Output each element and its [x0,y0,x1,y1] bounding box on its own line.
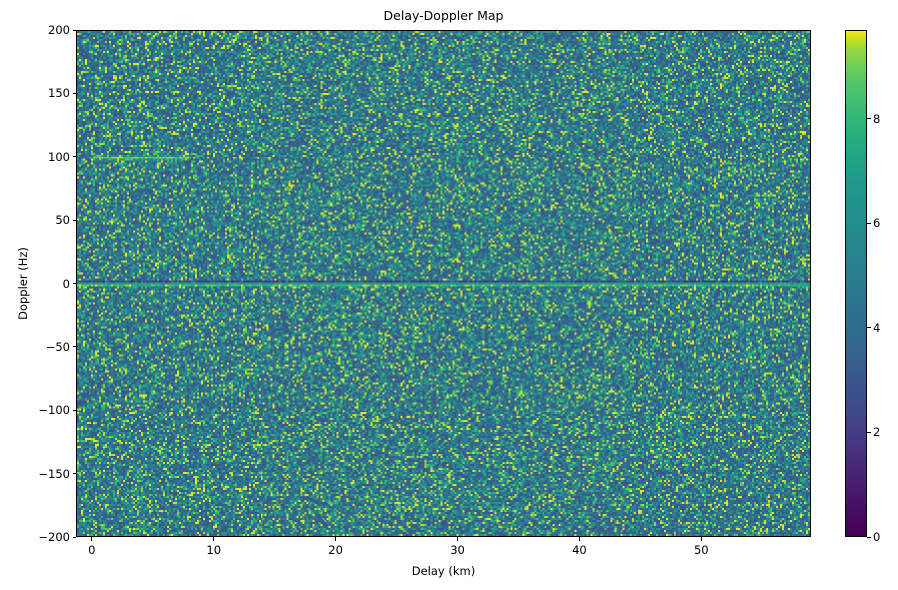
y-tick-label: −50 [45,339,70,354]
x-tick-label: 30 [450,543,465,557]
y-tick-mark [72,346,76,348]
y-tick-label: 0 [62,276,70,291]
x-tick-mark [213,537,215,541]
y-tick-label: −100 [38,403,70,418]
y-tick-label: −200 [38,530,70,544]
y-tick-mark [72,536,76,538]
colorbar-tick-mark [867,222,871,224]
y-tick-mark [72,219,76,221]
x-tick-label: 40 [572,543,587,557]
y-tick-mark [72,409,76,411]
x-tick-mark [578,537,580,541]
y-tick-mark [72,283,76,284]
heatmap-image [77,31,810,536]
x-axis-label: Delay (km) [411,564,476,578]
x-tick-label: 50 [693,543,709,557]
x-tick-mark [457,537,459,541]
x-tick-mark [91,537,93,541]
x-tick-mark [335,537,337,541]
delay-doppler-heatmap-axes [76,30,811,537]
x-tick-label: 10 [206,543,222,557]
y-tick-label: 50 [55,213,70,228]
y-tick-mark [72,29,76,31]
colorbar-tick-mark [867,431,871,433]
x-tick-label: 20 [328,543,343,557]
y-axis-label: Doppler (Hz) [16,247,30,320]
x-tick-label: 0 [88,543,96,557]
y-tick-mark [72,473,76,475]
colorbar-tick-mark [867,536,871,538]
y-tick-label: 100 [48,149,70,164]
page-title: Delay-Doppler Map [383,8,504,23]
colorbar-tick-label: 6 [873,216,881,231]
colorbar-tick-mark [867,327,871,329]
colorbar-tick-label: 2 [873,425,881,440]
colorbar [845,30,867,537]
colorbar-tick-label: 4 [873,320,881,335]
colorbar-tick-label: 0 [873,530,881,544]
y-tick-label: 150 [48,86,70,101]
y-tick-mark [72,156,76,158]
y-tick-mark [72,92,76,94]
y-tick-label: 200 [48,23,70,37]
x-tick-mark [700,537,702,541]
colorbar-tick-label: 8 [873,111,881,126]
y-tick-label: −150 [38,466,70,481]
colorbar-tick-mark [867,118,871,120]
